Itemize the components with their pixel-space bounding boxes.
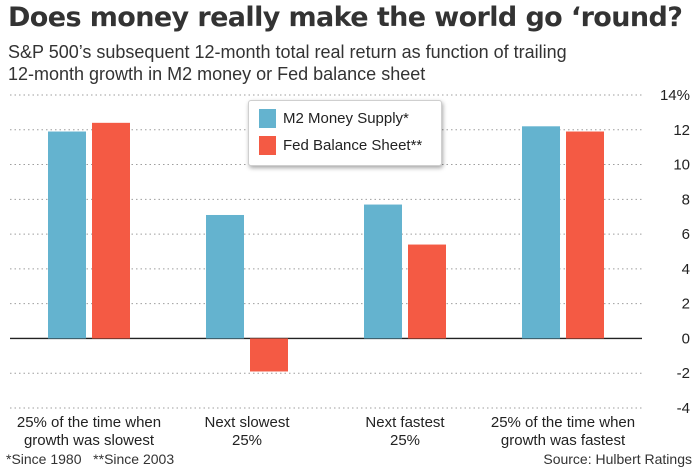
bar-m2-money-supply (48, 131, 86, 339)
bar-fed-balance-sheet (92, 122, 130, 339)
x-category-label: 25% of the time when (17, 414, 161, 431)
legend-item-fed: Fed Balance Sheet** (259, 136, 422, 155)
chart-legend: M2 Money Supply* Fed Balance Sheet** (248, 100, 442, 166)
bar-fed-balance-sheet (250, 338, 288, 372)
legend-swatch-fed (259, 136, 276, 155)
x-category-label: 25% (232, 432, 262, 449)
x-category-label: 25% of the time when (491, 414, 635, 431)
y-tick-label: 14% (660, 87, 690, 104)
y-tick-label: 8 (682, 191, 690, 208)
bar-fed-balance-sheet (408, 244, 446, 339)
bar-fed-balance-sheet (566, 131, 604, 339)
x-category-label: growth was slowest (24, 432, 155, 449)
legend-swatch-m2 (259, 109, 276, 128)
x-category-label: Next slowest (204, 414, 290, 431)
source-note: Source: Hulbert Ratings (543, 451, 692, 467)
page-title: Does money really make the world go ‘rou… (8, 2, 683, 33)
y-tick-label: 4 (682, 261, 690, 278)
bar-m2-money-supply (206, 214, 244, 339)
legend-label-m2: M2 Money Supply* (283, 110, 409, 127)
bar-m2-money-supply (522, 126, 560, 339)
legend-label-fed: Fed Balance Sheet** (283, 137, 423, 154)
y-tick-label: 2 (682, 296, 690, 313)
page-subtitle: S&P 500’s subsequent 12-month total real… (8, 42, 567, 84)
bar-m2-money-supply (364, 204, 402, 339)
y-tick-label: 10 (673, 157, 690, 174)
footnote: *Since 1980 **Since 2003 (6, 451, 175, 467)
y-tick-label: 0 (682, 330, 690, 347)
y-tick-label: -2 (677, 365, 690, 382)
legend-item-m2: M2 Money Supply* (259, 109, 409, 128)
bars (48, 122, 604, 372)
y-tick-label: 6 (682, 226, 690, 243)
y-tick-label: 12 (673, 122, 690, 139)
y-axis-tick-labels: -4 -2 0 2 4 6 8 10 12 14% (660, 87, 690, 417)
y-tick-label: -4 (677, 400, 690, 417)
x-category-label: Next fastest (365, 414, 445, 431)
x-category-label: growth was fastest (501, 432, 626, 449)
x-category-label: 25% (390, 432, 420, 449)
